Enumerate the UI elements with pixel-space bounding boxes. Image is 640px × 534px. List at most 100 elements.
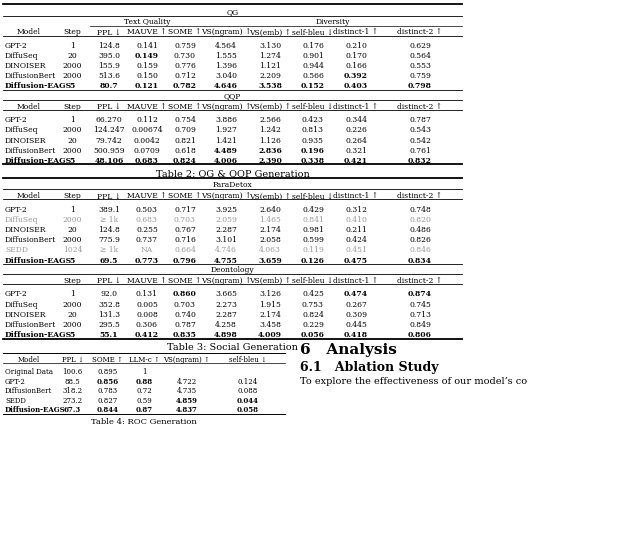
- Text: 0.713: 0.713: [409, 311, 431, 319]
- Text: DINOISER: DINOISER: [5, 226, 47, 234]
- Text: 1.915: 1.915: [259, 301, 281, 309]
- Text: 0.841: 0.841: [302, 216, 324, 224]
- Text: 0.740: 0.740: [174, 311, 196, 319]
- Text: 2.174: 2.174: [259, 226, 281, 234]
- Text: 5: 5: [70, 82, 75, 90]
- Text: SOME ↑: SOME ↑: [168, 277, 202, 285]
- Text: DINOISER: DINOISER: [5, 311, 47, 319]
- Text: 0.844: 0.844: [97, 406, 118, 414]
- Text: 0.543: 0.543: [409, 127, 431, 135]
- Text: MAUVE ↑: MAUVE ↑: [127, 103, 167, 111]
- Text: 0.0042: 0.0042: [134, 137, 161, 145]
- Text: DiffuSeq: DiffuSeq: [5, 216, 38, 224]
- Text: 273.2: 273.2: [63, 397, 83, 405]
- Text: self-bleu ↓: self-bleu ↓: [292, 28, 333, 36]
- Text: 0.745: 0.745: [409, 301, 431, 309]
- Text: DiffusionBert: DiffusionBert: [5, 72, 56, 80]
- Text: 3.040: 3.040: [215, 72, 237, 80]
- Text: 124.247: 124.247: [93, 127, 125, 135]
- Text: 0.856: 0.856: [97, 378, 118, 386]
- Text: 0.754: 0.754: [174, 116, 196, 124]
- Text: Diffusion-EAGS: Diffusion-EAGS: [5, 331, 72, 339]
- Text: VS(emb) ↑: VS(emb) ↑: [249, 277, 291, 285]
- Text: 0.767: 0.767: [174, 226, 196, 234]
- Text: 0.759: 0.759: [174, 42, 196, 50]
- Text: QG: QG: [227, 8, 239, 16]
- Text: Model: Model: [17, 192, 41, 200]
- Text: 0.124: 0.124: [237, 378, 258, 386]
- Text: 0.834: 0.834: [408, 257, 432, 265]
- Text: 0.005: 0.005: [136, 301, 158, 309]
- Text: 0.429: 0.429: [302, 206, 324, 214]
- Text: 4.006: 4.006: [214, 157, 238, 165]
- Text: 1.121: 1.121: [259, 62, 281, 70]
- Text: 92.0: 92.0: [100, 290, 118, 299]
- Text: VS(emb) ↑: VS(emb) ↑: [249, 103, 291, 111]
- Text: 0.748: 0.748: [409, 206, 431, 214]
- Text: Diversity: Diversity: [316, 18, 350, 26]
- Text: 0.425: 0.425: [302, 290, 324, 299]
- Text: 2000: 2000: [63, 72, 83, 80]
- Text: 1.927: 1.927: [215, 127, 237, 135]
- Text: 0.309: 0.309: [345, 311, 367, 319]
- Text: SOME ↑: SOME ↑: [92, 356, 123, 364]
- Text: 0.445: 0.445: [345, 321, 367, 329]
- Text: distinct-2 ↑: distinct-2 ↑: [397, 192, 443, 200]
- Text: 88.5: 88.5: [65, 378, 81, 386]
- Text: 0.423: 0.423: [302, 116, 324, 124]
- Text: distinct-2 ↑: distinct-2 ↑: [397, 103, 443, 111]
- Text: 0.599: 0.599: [302, 237, 324, 244]
- Text: PPL ↓: PPL ↓: [97, 28, 121, 36]
- Text: distinct-2 ↑: distinct-2 ↑: [397, 277, 443, 285]
- Text: VS(ngram) ↑: VS(ngram) ↑: [201, 103, 251, 111]
- Text: 0.058: 0.058: [237, 406, 259, 414]
- Text: self-bleu ↓: self-bleu ↓: [292, 277, 333, 285]
- Text: 352.8: 352.8: [98, 301, 120, 309]
- Text: 0.849: 0.849: [409, 321, 431, 329]
- Text: self-bleu ↓: self-bleu ↓: [228, 356, 266, 364]
- Text: DiffusionBert: DiffusionBert: [5, 321, 56, 329]
- Text: 100.6: 100.6: [62, 368, 83, 376]
- Text: 318.2: 318.2: [63, 387, 83, 395]
- Text: 0.72: 0.72: [136, 387, 152, 395]
- Text: 2.174: 2.174: [259, 311, 281, 319]
- Text: 69.5: 69.5: [100, 257, 118, 265]
- Text: Original Data: Original Data: [5, 368, 53, 376]
- Text: VS(ngram) ↑: VS(ngram) ↑: [201, 192, 251, 200]
- Text: VS(ngram) ↑: VS(ngram) ↑: [201, 277, 251, 285]
- Text: 0.87: 0.87: [136, 406, 152, 414]
- Text: 3.886: 3.886: [215, 116, 237, 124]
- Text: 0.170: 0.170: [345, 52, 367, 60]
- Text: 0.486: 0.486: [409, 226, 431, 234]
- Text: 1.421: 1.421: [215, 137, 237, 145]
- Text: 4.722: 4.722: [177, 378, 196, 386]
- Text: 2000: 2000: [63, 237, 83, 244]
- Text: To explore the effectiveness of our model’s co: To explore the effectiveness of our mode…: [300, 377, 527, 386]
- Text: Model: Model: [18, 356, 40, 364]
- Text: 0.008: 0.008: [136, 311, 158, 319]
- Text: 4.564: 4.564: [215, 42, 237, 50]
- Text: 4.837: 4.837: [175, 406, 197, 414]
- Text: 0.474: 0.474: [344, 290, 368, 299]
- Text: PPL ↓: PPL ↓: [97, 277, 121, 285]
- Text: 0.703: 0.703: [174, 216, 196, 224]
- Text: 0.737: 0.737: [136, 237, 158, 244]
- Text: 0.0709: 0.0709: [134, 147, 161, 155]
- Text: 0.59: 0.59: [136, 397, 152, 405]
- Text: 0.846: 0.846: [409, 247, 431, 255]
- Text: 0.255: 0.255: [136, 226, 158, 234]
- Text: 0.088: 0.088: [237, 387, 258, 395]
- Text: 395.0: 395.0: [98, 52, 120, 60]
- Text: DiffusionBert: DiffusionBert: [5, 147, 56, 155]
- Text: VS(ngram) ↑: VS(ngram) ↑: [201, 28, 251, 36]
- Text: LLM-c ↑: LLM-c ↑: [129, 356, 159, 364]
- Text: 0.709: 0.709: [174, 127, 196, 135]
- Text: 0.874: 0.874: [408, 290, 432, 299]
- Text: distinct-1 ↑: distinct-1 ↑: [333, 277, 379, 285]
- Text: 0.166: 0.166: [345, 62, 367, 70]
- Text: 2.566: 2.566: [259, 116, 281, 124]
- Text: 1: 1: [70, 42, 75, 50]
- Text: 0.149: 0.149: [135, 52, 159, 60]
- Text: 0.566: 0.566: [302, 72, 324, 80]
- Text: 0.211: 0.211: [345, 226, 367, 234]
